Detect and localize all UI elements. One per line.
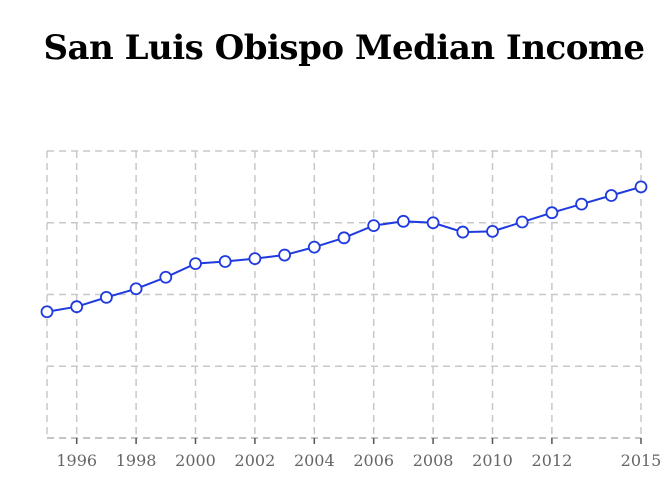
data-point-2007[interactable] [396, 214, 410, 228]
data-point-2010[interactable] [486, 224, 499, 238]
data-point-1997[interactable] [100, 290, 113, 304]
data-point-2001[interactable] [218, 255, 232, 268]
x-tick-label-1996: 1996 [56, 451, 97, 470]
x-tick-label-2008: 2008 [413, 451, 454, 470]
data-point-2002[interactable] [248, 252, 262, 266]
x-axis: 1996 1998 2000 2002 2004 2006 2008 2010 2012 2015 [47, 437, 662, 470]
data-point-2000[interactable] [189, 257, 202, 271]
data-point-2008[interactable] [426, 216, 440, 230]
grid-lines [46, 150, 642, 438]
data-point-1996[interactable] [70, 300, 84, 314]
x-tick-label-2002: 2002 [235, 451, 276, 470]
data-point-1999[interactable] [159, 270, 173, 284]
data-point-2011[interactable] [515, 215, 529, 229]
data-point-2009[interactable] [456, 225, 470, 239]
data-point-2013[interactable] [575, 197, 588, 211]
chart-title: San Luis Obispo Median Income [43, 28, 645, 68]
data-point-2006[interactable] [367, 219, 381, 233]
data-point-1995[interactable] [40, 305, 54, 319]
data-point-2003[interactable] [278, 248, 292, 262]
data-point-2004[interactable] [307, 240, 321, 254]
x-tick-label-2015: 2015 [621, 451, 662, 470]
data-point-1998[interactable] [129, 282, 143, 296]
x-tick-label-2010: 2010 [472, 451, 513, 470]
data-point-2015[interactable] [634, 180, 648, 194]
x-tick-label-2012: 2012 [532, 451, 573, 470]
series-income [40, 180, 648, 319]
data-point-2014[interactable] [604, 189, 618, 202]
x-tick-label-1998: 1998 [116, 451, 157, 470]
data-point-2012[interactable] [545, 206, 559, 220]
x-tick-label-2004: 2004 [294, 451, 335, 470]
x-tick-label-2000: 2000 [175, 451, 216, 470]
x-tick-label-2006: 2006 [353, 451, 394, 470]
data-point-2005[interactable] [337, 231, 351, 245]
